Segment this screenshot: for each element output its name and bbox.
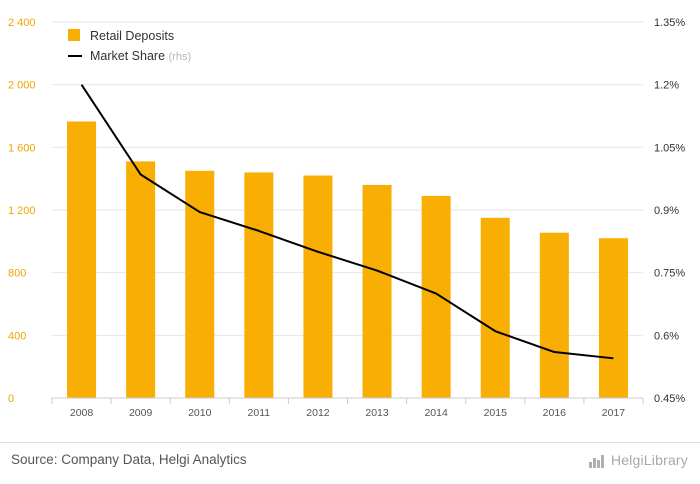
legend: Retail Deposits Market Share (rhs) (68, 29, 191, 63)
brand-name: HelgiLibrary (611, 452, 688, 468)
y-right-tick-label: 0.45% (654, 393, 685, 405)
bar (67, 121, 96, 398)
y-right-tick-label: 0.9% (654, 205, 679, 217)
x-tick-label: 2017 (602, 407, 626, 419)
bar (244, 172, 273, 398)
axes: 0 400 800 1 200 1 600 2 000 2 400 0.45% 0.6% 0.75… (8, 17, 685, 419)
x-tick-label: 2009 (129, 407, 153, 419)
x-tick-label: 2016 (543, 407, 567, 419)
y-left-tick-label: 1 600 (8, 142, 36, 154)
x-tick-label: 2015 (484, 407, 508, 419)
line-market-share (81, 85, 613, 359)
source-note: Source: Company Data, Helgi Analytics (11, 452, 247, 467)
y-left-tick-label: 2 000 (8, 80, 36, 92)
bars-retail-deposits (67, 121, 628, 398)
bar (481, 218, 510, 398)
bar (540, 233, 569, 398)
legend-swatch-retail-deposits (68, 29, 80, 41)
y-right-tick-label: 0.75% (654, 268, 685, 280)
x-tick-label: 2011 (248, 407, 271, 419)
legend-label: Market Share (rhs) (90, 49, 191, 63)
x-tick-label: 2013 (365, 407, 389, 419)
y-right-tick-label: 0.6% (654, 330, 679, 342)
footer: Source: Company Data, Helgi Analytics He… (0, 442, 700, 484)
legend-label-suffix: (rhs) (169, 51, 192, 63)
y-left-tick-label: 400 (8, 330, 26, 342)
y-left-tick-label: 800 (8, 268, 26, 280)
y-right-tick-label: 1.2% (654, 80, 679, 92)
bar (363, 185, 392, 398)
legend-label: Retail Deposits (90, 29, 174, 43)
helgi-logo-icon (588, 451, 606, 469)
y-right-tick-label: 1.05% (654, 142, 685, 154)
line-path (82, 85, 614, 359)
bar (303, 176, 332, 398)
y-right-tick-label: 1.35% (654, 17, 685, 29)
x-tick-label: 2012 (306, 407, 330, 419)
bar (126, 161, 155, 398)
bar (599, 238, 628, 398)
combo-chart: 0 400 800 1 200 1 600 2 000 2 400 0.45% 0.6% 0.75… (0, 0, 700, 442)
y-left-tick-label: 2 400 (8, 17, 36, 29)
x-tick-label: 2008 (70, 407, 94, 419)
y-left-tick-label: 0 (8, 393, 14, 405)
x-tick-label: 2014 (424, 407, 448, 419)
x-tick-label: 2010 (188, 407, 212, 419)
brand-logo: HelgiLibrary (588, 451, 688, 469)
y-left-tick-label: 1 200 (8, 205, 36, 217)
bar (422, 196, 451, 398)
